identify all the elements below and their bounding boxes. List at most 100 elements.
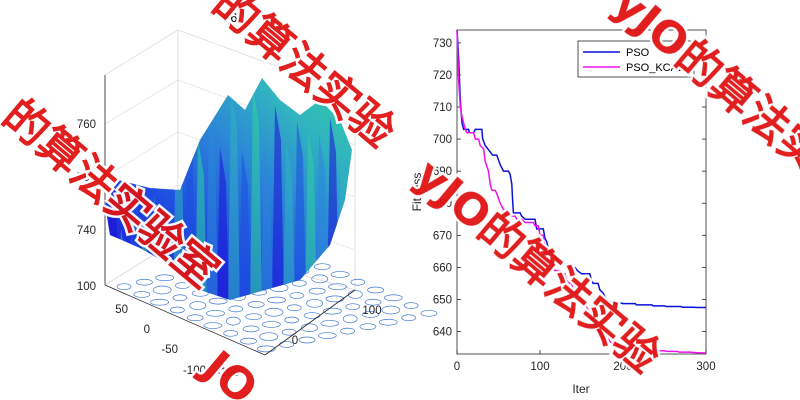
contour-ring <box>247 301 265 308</box>
y-tick-label: 690 <box>433 166 452 178</box>
x-tick-label: 50 <box>115 304 128 316</box>
surface-ridge <box>217 147 229 300</box>
y-tick-label: 100 <box>362 305 381 317</box>
x-tick-label: 0 <box>454 361 460 373</box>
contour-ring <box>298 336 316 344</box>
y-tick-label: 640 <box>433 327 452 339</box>
z-tick-label: 760 <box>77 119 96 131</box>
contour-ring <box>267 296 286 304</box>
surface-ridge <box>228 90 240 300</box>
contour-ring <box>401 314 416 322</box>
contour-ring <box>308 287 326 295</box>
x-tick-label: -50 <box>161 344 178 356</box>
contour-ring <box>225 316 241 326</box>
surface-mesh <box>105 78 352 300</box>
y-tick-label: 650 <box>433 294 452 306</box>
legend: PSO PSO_KCAD <box>577 40 695 78</box>
contour-ring <box>320 319 340 327</box>
contour-ring <box>264 307 284 317</box>
contour-ring <box>284 316 300 324</box>
surface-ridge <box>294 120 306 300</box>
contour-ring <box>340 327 355 335</box>
contour-ring <box>301 323 318 333</box>
contour-ring <box>420 309 438 317</box>
contour-ring <box>359 323 377 331</box>
legend-box <box>577 40 695 78</box>
y-tick-label: -100 <box>216 367 239 379</box>
y-tick-label: 660 <box>433 262 452 274</box>
y-axis-label: Fitness <box>410 173 424 212</box>
surface-ridge <box>272 105 284 300</box>
x-tick-label: -100 <box>183 365 206 377</box>
surface-ridge <box>195 140 207 300</box>
contour-ring <box>313 263 331 271</box>
contour-ring <box>345 303 361 311</box>
contour-ring <box>367 286 384 294</box>
contour-ring <box>155 274 175 282</box>
contour-ring <box>186 314 204 322</box>
x-axis-ticks: 0 100 200 300 <box>454 350 716 373</box>
contour-ring <box>364 298 382 306</box>
y-axis-ticks: 640 650 660 670 680 690 700 710 720 730 <box>433 38 706 339</box>
contour-ring <box>208 297 228 305</box>
series-line-pso-kcad <box>456 29 707 354</box>
surface-plot-title: F6 <box>223 11 238 25</box>
x-axis-label: Iter <box>572 382 589 396</box>
contour-ring <box>384 294 403 302</box>
legend-label-pso: PSO <box>626 47 650 59</box>
contour-ring <box>152 285 172 295</box>
series-lines <box>456 29 707 354</box>
contour-ring <box>242 325 260 333</box>
y-tick-label: 720 <box>433 70 452 82</box>
contour-ring <box>289 292 305 299</box>
x-tick-label: 100 <box>77 281 96 293</box>
contour-ring <box>403 302 419 309</box>
z-gridline-760 <box>104 79 179 125</box>
y-tick-label: 700 <box>433 134 452 146</box>
x-tick-label: 200 <box>613 361 632 373</box>
contour-ring <box>175 282 190 289</box>
contour-ring <box>206 309 225 317</box>
contour-ring <box>262 321 281 328</box>
contour-ring <box>325 295 345 303</box>
legend-label-pso-kcad: PSO_KCAD <box>626 62 686 74</box>
contour-ring <box>191 289 209 297</box>
contour-ring <box>323 307 342 315</box>
contour-ring <box>259 332 279 342</box>
contour-ring <box>311 274 329 284</box>
x-axis-line <box>104 284 266 356</box>
contour-ring <box>317 332 337 339</box>
x-tick-label: 300 <box>696 361 715 373</box>
x-axis-ticks: 100 50 0 -50 -100 <box>77 281 266 377</box>
x-tick-label: 100 <box>530 361 549 373</box>
surface-ridge <box>250 87 262 300</box>
z-gridline-750 <box>104 131 179 178</box>
contour-ring <box>223 329 239 337</box>
z-tick-label: 740 <box>77 225 96 237</box>
contour-ring <box>306 298 323 308</box>
z-axis-ticks: 760 750 740 <box>77 119 96 237</box>
surface-ridge <box>261 148 273 300</box>
contour-ring <box>378 318 398 326</box>
contour-ring <box>286 304 302 312</box>
contour-ring <box>189 301 207 310</box>
surface-ridge <box>283 141 295 300</box>
contour-ring <box>330 271 350 278</box>
y-axis-ticks: -100 0 100 <box>216 289 382 379</box>
contour-ring <box>172 294 188 302</box>
contour-ring <box>342 314 358 324</box>
surface-ridge <box>239 149 251 300</box>
convergence-plot: 640 650 660 670 680 690 700 710 720 730 0 100 200 30… <box>410 29 716 396</box>
y-tick-label: 670 <box>433 230 452 242</box>
z-tick-label: 750 <box>77 172 96 184</box>
surface-ridges <box>107 87 350 300</box>
contour-ring <box>116 283 132 291</box>
contour-ring <box>347 290 363 299</box>
contour-ring <box>328 283 347 291</box>
contour-ring <box>381 305 401 315</box>
y-tick-label: 730 <box>433 38 452 50</box>
contour-ring <box>240 337 257 345</box>
contour-ring <box>133 291 151 298</box>
contour-ring <box>170 306 185 314</box>
